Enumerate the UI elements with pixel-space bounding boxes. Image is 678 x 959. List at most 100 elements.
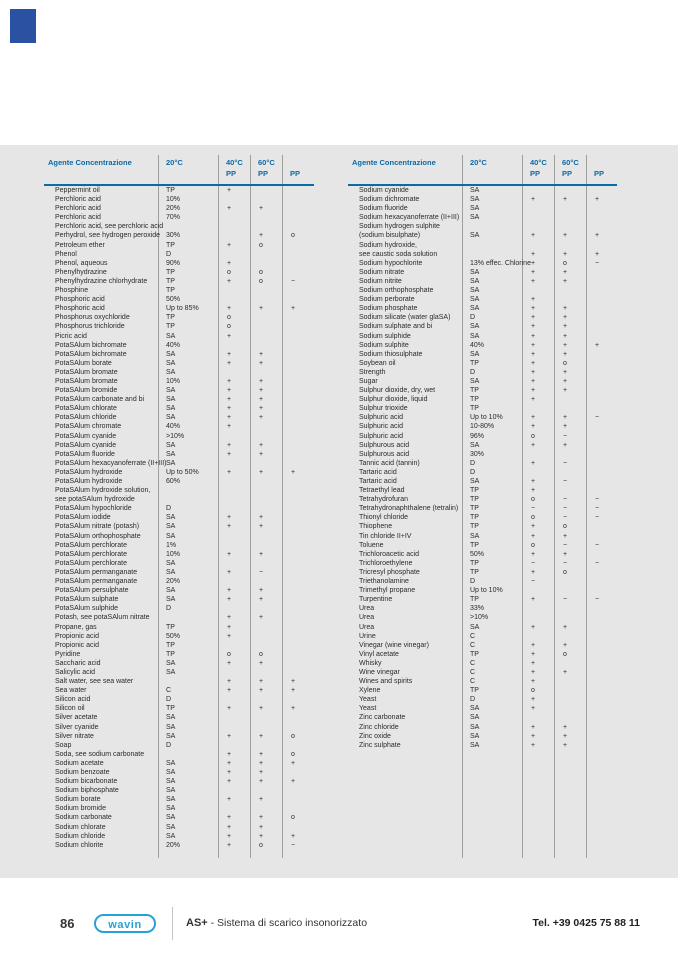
rating-pp [586,577,618,586]
rating-pp [282,550,314,559]
rating-pp [282,450,314,459]
rating-60c: + [563,368,568,376]
table-row: Silicon acid D [44,695,314,704]
phone-number: Tel. +39 0425 75 88 11 [532,917,640,929]
rating-40c: + [531,732,536,740]
rating-60c [554,659,586,668]
table-row: Phosphoric acid 50% [44,295,314,304]
concentration: 10% [166,550,181,558]
agent-name: Perchloric acid [55,214,101,222]
rating-60c: + [259,450,264,458]
rating-60c [250,222,282,231]
agent-name: PotaSAlum nitrate (potash) [55,523,140,531]
table-row: PotaSAlum chlorate SA + + [44,404,314,413]
chemical-resistance-panel: Agente Concentrazione 20°C 40°C PP 60°C … [0,145,678,878]
concentration: 20% [166,841,181,849]
rating-40c: + [227,396,232,404]
agent-name: Thiophene [359,523,393,531]
table-header: Agente Concentrazione 20°C 40°C PP 60°C … [348,155,617,186]
rating-60c: + [259,678,264,686]
agent-name: PotaSAlum bichromate [55,341,127,349]
concentration: D [470,459,476,467]
table-row: Perchloric acid 20% + + [44,204,314,213]
rating-pp [282,359,314,368]
rating-60c [554,404,586,413]
agent-name: Sodium silicate (water glaSA) [359,314,451,322]
rating-60c [250,741,282,750]
rating-40c: + [227,759,232,767]
column-rule [218,155,219,858]
table-row: Sodium sulphide SA + + [348,332,617,341]
rating-pp [282,577,314,586]
rating-pp: − [291,841,296,849]
concentration: 60% [166,478,181,485]
concentration: SA [166,587,176,595]
agent-name: Sodium phosphate [359,305,418,313]
rating-pp [282,195,314,204]
rating-pp [282,786,314,795]
column-rule [462,155,463,858]
agent-name: Sulphurous acid [359,450,410,458]
rating-40c: + [531,377,536,385]
rating-40c: + [227,769,232,776]
agent-name: Sodium nitrate [359,268,405,276]
rating-40c: + [227,678,232,686]
rating-40c: + [531,423,536,431]
agent-name: Trichloroethylene [359,559,413,567]
column-header-label: 20°C [166,158,183,167]
table-row: Wines and spirits C + [348,677,617,686]
concentration [462,250,522,259]
rating-60c: o [563,259,567,267]
column-header-label: 20°C [470,158,487,167]
rating-pp [586,395,618,404]
rating-60c: + [259,732,264,740]
agent-name: PotaSAlum chlorate [55,405,117,413]
agent-name: Tetrahydronaphthalene (tetralin) [359,505,459,513]
rating-40c [218,641,250,650]
concentration: TP [166,277,175,285]
column-header-40c-pp: 40°C PP [522,157,554,184]
rating-60c: + [259,514,264,522]
rating-60c [250,577,282,586]
rating-pp [586,550,618,559]
rating-60c: + [259,523,264,531]
rating-60c: + [259,614,264,622]
rating-40c [522,613,554,622]
concentration: SA [470,714,480,722]
agent-name: PotaSAlum hypochloride [55,505,132,513]
table-row: Perchloric acid 70% [44,213,314,222]
rating-60c: o [259,841,263,849]
rating-pp [586,686,618,695]
table-row: Thionyl chloride TP o − − [348,513,617,522]
rating-pp [586,632,618,641]
table-row: Sulphurous acid SA + + [348,441,617,450]
table-row: Zinc chloride SA + + [348,723,617,732]
agent-name: Phosphine [55,287,89,295]
agent-name: Urea [359,605,375,613]
concentration: C [470,678,476,686]
agent-name: PotaSAlum persulphate [55,587,129,595]
concentration: SA [470,350,480,358]
concentration: SA [166,596,176,604]
rating-pp [282,713,314,722]
rating-pp [586,322,618,331]
rating-60c [554,213,586,222]
rating-pp [586,641,618,650]
column-rule [158,155,159,858]
rating-60c: + [259,832,264,840]
column-rule [554,155,555,858]
agent-name: PotaSAlum cyanide [55,441,117,449]
table-row: Salt water, see sea water + + + [44,677,314,686]
table-row: PotaSAlum fluoride SA + + [44,450,314,459]
agent-name: Silver cyanide [55,723,99,731]
rating-pp [282,204,314,213]
rating-60c [250,541,282,550]
rating-60c [250,532,282,541]
rating-40c [218,604,250,613]
rating-pp [282,804,314,813]
rating-60c: + [259,778,264,786]
rating-40c: + [227,778,232,786]
rating-60c: + [259,550,264,558]
rating-pp: + [291,687,296,695]
rating-60c [250,804,282,813]
